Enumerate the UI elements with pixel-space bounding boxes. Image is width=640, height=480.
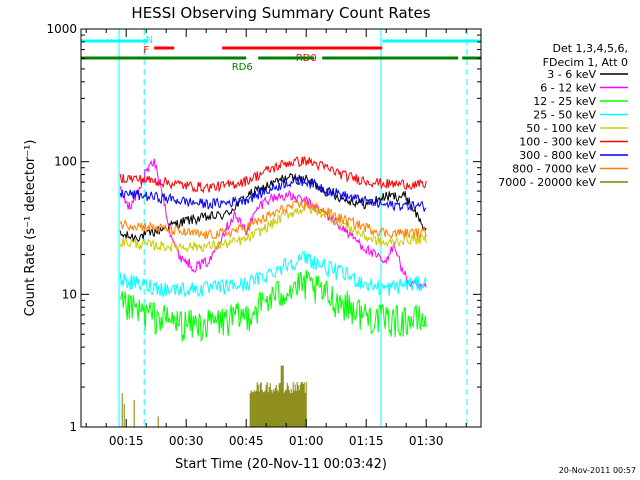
x-tick-label: 01:00 <box>289 434 324 448</box>
y-tick-label: 1 <box>69 420 77 434</box>
x-tick-label: 00:30 <box>169 434 204 448</box>
x-axis-ticks: 00:15 00:30 00:45 01:00 01:15 01:30 <box>85 29 467 448</box>
x-tick-label: 01:15 <box>349 434 384 448</box>
chart-title: HESSI Observing Summary Count Rates <box>131 4 430 22</box>
legend-header: Det 1,3,4,5,6, <box>552 42 628 55</box>
x-tick-label: 00:15 <box>109 434 144 448</box>
series-5 <box>119 156 427 194</box>
series-1 <box>119 158 427 290</box>
x-tick-label: 00:45 <box>229 434 264 448</box>
legend-header: FDecim 1, Att 0 <box>543 56 628 69</box>
legend-entry-label: 25 - 50 keV <box>533 109 596 122</box>
legend-entry-label: 300 - 800 keV <box>519 149 596 162</box>
state-bars: NFRD0RD6 <box>81 35 481 73</box>
x-tick-label: 01:30 <box>409 434 444 448</box>
footer-date: 20-Nov-2011 00:57 <box>559 466 636 475</box>
series-7 <box>119 199 427 240</box>
state-bar-label: N <box>146 35 153 46</box>
series-8 <box>121 365 307 427</box>
series-3 <box>119 250 427 299</box>
series-6 <box>119 175 427 212</box>
legend-entry-label: 3 - 6 keV <box>547 68 596 81</box>
y-tick-label: 1000 <box>46 22 77 36</box>
plot-frame <box>80 28 482 428</box>
y-tick-label: 10 <box>62 287 77 301</box>
x-axis-label: Start Time (20-Nov-11 00:03:42) <box>175 457 387 472</box>
legend-entry-label: 50 - 100 keV <box>526 122 596 135</box>
legend-entry-label: 100 - 300 keV <box>519 136 596 149</box>
series-lines <box>119 156 427 427</box>
state-bar-label: F <box>143 45 149 56</box>
y-axis-label: Count Rate (s⁻¹ detector⁻¹) <box>23 140 38 317</box>
legend: Det 1,3,4,5,6,FDecim 1, Att 03 - 6 keV6 … <box>498 42 628 189</box>
y-tick-label: 100 <box>54 155 77 169</box>
series-4 <box>119 201 427 253</box>
legend-entry-label: 7000 - 20000 keV <box>498 176 596 189</box>
legend-entry-label: 6 - 12 keV <box>540 82 596 95</box>
state-bar-label: RD6 <box>232 62 253 73</box>
y-axis-ticks: 1 10 100 1000 <box>46 22 481 434</box>
series-2 <box>119 269 427 343</box>
legend-entry-label: 12 - 25 keV <box>533 95 596 108</box>
legend-entry-label: 800 - 7000 keV <box>512 163 596 176</box>
vertical-markers <box>118 29 468 427</box>
